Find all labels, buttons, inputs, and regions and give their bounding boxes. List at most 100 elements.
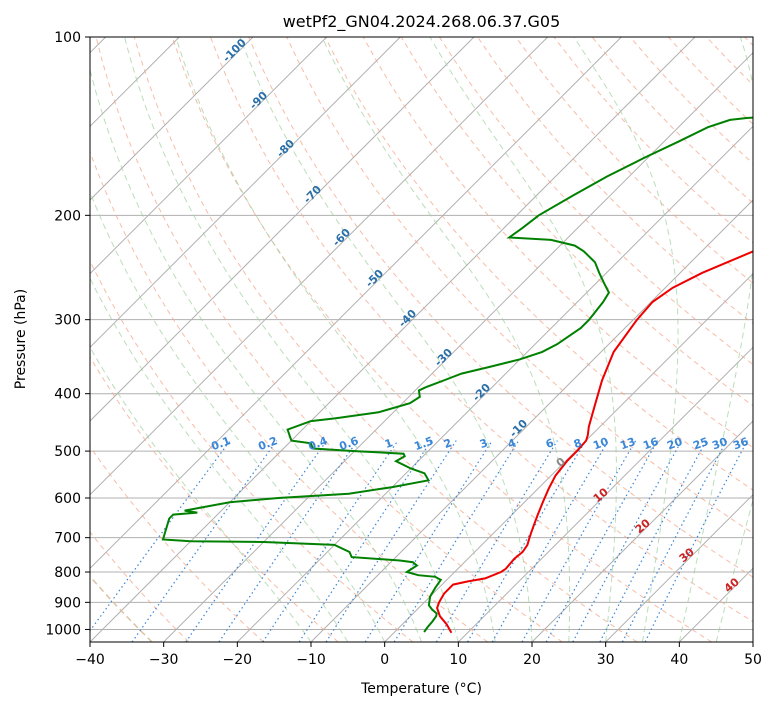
isotherm-line	[90, 37, 622, 570]
mixing-ratio-line	[298, 440, 432, 642]
moist-adiabat-line	[239, 37, 533, 642]
x-tick-label: −30	[149, 652, 179, 668]
y-tick-label: 800	[54, 565, 81, 581]
mixing-ratio-line	[325, 440, 457, 642]
isotherm-line	[236, 125, 753, 642]
isotherm-line	[90, 37, 328, 275]
x-tick-label: 10	[449, 652, 467, 668]
y-tick-label: 400	[54, 387, 81, 403]
y-tick-label: 100	[54, 30, 81, 46]
dry-adiabat-line	[133, 37, 638, 642]
isotherm-line	[90, 37, 549, 496]
moist-adiabat-line	[90, 190, 386, 642]
mixing-ratio-line	[545, 440, 659, 642]
mixing-ratio-label: 16	[641, 435, 660, 453]
mixing-ratio-label: 25	[691, 435, 710, 452]
y-tick-label: 200	[54, 208, 81, 224]
dry-adiabat-line	[744, 37, 753, 47]
isotherm-label: -30	[432, 346, 455, 369]
mixing-ratio-label: 8	[572, 436, 584, 451]
mixing-ratio-line	[393, 440, 520, 642]
isotherm-label: -90	[247, 89, 270, 112]
mixing-ratio-line	[262, 440, 399, 642]
dry-adiabat-line	[171, 37, 712, 642]
mixing-ratio-label: 36	[731, 435, 750, 453]
isotherm-label: -100	[220, 36, 249, 65]
mixing-ratio-label: 30	[710, 435, 729, 453]
dry-adiabat-line	[248, 37, 753, 578]
dry-adiabat-line	[515, 37, 753, 284]
mixing-ratio-label: 1.5	[412, 434, 435, 453]
isotherm-line	[752, 641, 753, 642]
dry-adiabat-line	[90, 150, 488, 642]
dry-adiabat-line	[553, 37, 753, 244]
x-axis-title: Temperature (°C)	[360, 681, 482, 697]
mixing-ratio-label: 10	[591, 435, 610, 453]
x-tick-label: 30	[597, 652, 615, 668]
mixing-ratio-label: 0.2	[256, 434, 279, 453]
mixing-ratio-label: 20	[665, 435, 684, 453]
isotherm-line	[605, 493, 753, 642]
y-tick-label: 500	[54, 444, 81, 460]
moist-adiabat-line	[715, 498, 753, 642]
moist-adiabat-line	[90, 277, 349, 642]
mixing-ratio-line	[491, 440, 609, 642]
mixing-ratio-line	[599, 440, 707, 642]
x-tick-label: 0	[380, 652, 389, 668]
mixing-ratio-line	[621, 440, 728, 642]
dry-adiabat-line	[95, 37, 563, 642]
dry-adiabat-line	[90, 445, 264, 642]
dry-adiabat-line	[706, 37, 753, 86]
adiabat-label: 20	[633, 516, 653, 536]
moist-adiabat-line	[90, 67, 422, 642]
dry-adiabat-line	[90, 259, 414, 642]
chart-title: wetPf2_GN04.2024.268.06.37.G05	[283, 12, 561, 32]
mixing-ratio-line	[435, 440, 558, 642]
mixing-ratio-line	[644, 440, 748, 642]
mixing-ratio-line	[364, 440, 493, 642]
isotherm-label: -50	[363, 267, 386, 290]
mixing-ratio-label: 0.1	[209, 434, 232, 453]
isotherm-line	[90, 37, 475, 422]
y-tick-label: 900	[54, 595, 81, 611]
y-tick-label: 600	[54, 491, 81, 507]
x-tick-label: −20	[223, 652, 253, 668]
y-tick-label: 300	[54, 313, 81, 329]
dewpoint-profile-line	[161, 116, 753, 633]
dry-adiabat-line	[90, 356, 339, 642]
isotherm-line	[531, 420, 753, 642]
y-tick-label: 700	[54, 531, 81, 547]
moist-adiabat-line	[321, 37, 571, 642]
moist-adiabat-line	[124, 37, 459, 642]
mixing-ratio-label: 0.6	[337, 434, 360, 453]
moist-adiabat-line	[90, 346, 312, 642]
x-tick-label: 20	[523, 652, 541, 668]
moist-adiabat-line	[573, 37, 679, 642]
isotherm-label: -60	[330, 226, 353, 249]
dry-adiabat-line	[90, 531, 190, 642]
isotherm-label: -40	[396, 307, 419, 330]
isotherm-label: -20	[470, 381, 493, 404]
y-axis-title: Pressure (hPa)	[13, 289, 29, 389]
moist-adiabat-line	[678, 37, 753, 642]
isotherm-line	[90, 37, 401, 349]
mixing-ratio-label: 3	[478, 436, 490, 451]
mixing-ratio-label: 13	[618, 435, 637, 452]
mixing-ratio-label: 6	[544, 436, 556, 451]
adiabat-label: 30	[677, 545, 697, 565]
x-tick-label: 50	[744, 652, 762, 668]
moist-adiabat-line	[429, 37, 617, 642]
isotherm-label: -80	[274, 137, 297, 160]
isotherm-line	[678, 567, 753, 642]
isotherm-line	[457, 346, 753, 642]
mixing-ratio-label: 2	[442, 436, 454, 451]
dry-adiabat-line	[210, 37, 753, 623]
y-tick-label: 1000	[45, 622, 81, 638]
temperature-profile-line	[436, 250, 753, 634]
isotherm-label: -70	[301, 183, 324, 206]
mixing-ratio-label: 1	[383, 436, 395, 451]
dry-adiabat-line	[286, 37, 753, 534]
mixing-ratio-line	[572, 440, 683, 642]
mixing-ratio-line	[185, 440, 328, 642]
